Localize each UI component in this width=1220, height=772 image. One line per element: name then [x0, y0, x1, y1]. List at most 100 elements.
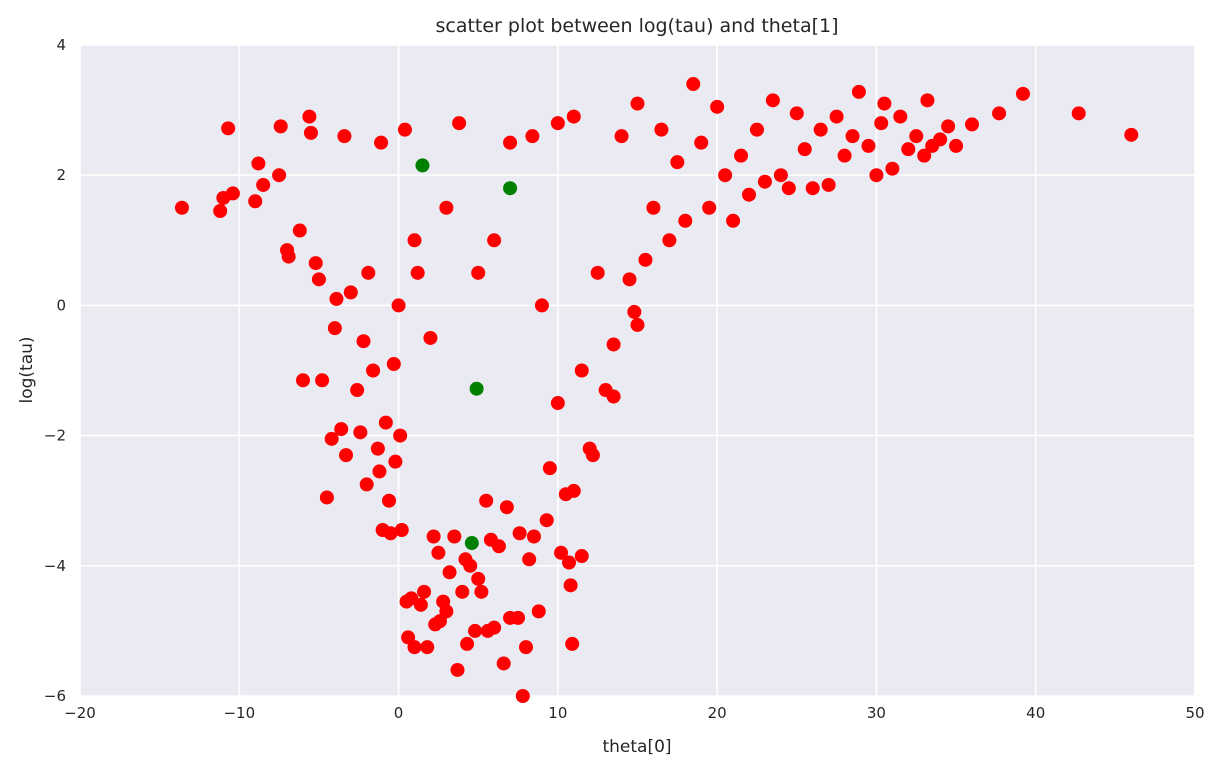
data-point — [423, 330, 438, 345]
data-point — [452, 116, 467, 131]
data-point — [726, 213, 741, 228]
data-point — [885, 161, 900, 176]
data-point — [251, 156, 266, 171]
data-point — [574, 549, 589, 564]
data-point — [499, 500, 514, 515]
data-point — [378, 415, 393, 430]
x-tick-label: 20 — [708, 704, 727, 722]
data-point — [1071, 106, 1086, 121]
data-point — [874, 116, 889, 131]
data-point — [566, 109, 581, 124]
data-point — [534, 298, 549, 313]
data-point — [526, 529, 541, 544]
data-point — [174, 200, 189, 215]
data-point — [877, 96, 892, 111]
highlight-point — [464, 536, 479, 551]
data-point — [845, 129, 860, 144]
data-point — [1124, 127, 1139, 142]
data-point — [821, 177, 836, 192]
data-point — [941, 119, 956, 134]
data-point — [627, 304, 642, 319]
data-point — [949, 138, 964, 153]
x-tick-label: 30 — [867, 704, 886, 722]
highlight-point — [469, 381, 484, 396]
data-point — [539, 513, 554, 528]
data-point — [460, 636, 475, 651]
data-point — [388, 454, 403, 469]
data-point — [327, 321, 342, 336]
data-point — [468, 623, 483, 638]
x-axis-label: theta[0] — [602, 737, 671, 757]
data-point — [563, 578, 578, 593]
data-point — [383, 526, 398, 541]
data-point — [315, 373, 330, 388]
data-point — [487, 620, 502, 635]
data-point — [654, 122, 669, 137]
data-point — [442, 565, 457, 580]
data-point — [272, 168, 287, 183]
data-point — [917, 148, 932, 163]
data-point — [893, 109, 908, 124]
y-tick-label: 0 — [56, 296, 66, 314]
data-point — [686, 77, 701, 92]
data-point — [420, 640, 435, 655]
data-point — [773, 168, 788, 183]
data-point — [678, 213, 693, 228]
data-point — [413, 597, 428, 612]
data-point — [718, 168, 733, 183]
data-point — [394, 522, 409, 537]
data-point — [303, 125, 318, 140]
x-tick-label: 50 — [1185, 704, 1204, 722]
data-point — [554, 545, 569, 560]
data-point — [471, 265, 486, 280]
data-point — [813, 122, 828, 137]
data-point — [734, 148, 749, 163]
data-point — [757, 174, 772, 189]
data-point — [248, 194, 263, 209]
data-point — [550, 396, 565, 411]
data-point — [606, 389, 621, 404]
data-point — [366, 363, 381, 378]
data-point — [694, 135, 709, 150]
data-point — [797, 142, 812, 157]
x-tick-label: 40 — [1026, 704, 1045, 722]
data-point — [781, 181, 796, 196]
data-point — [511, 610, 526, 625]
data-point — [225, 186, 240, 201]
x-tick-label: −10 — [223, 704, 255, 722]
data-point — [455, 584, 470, 599]
x-tick-labels: −20 −10 0 10 20 30 40 50 — [64, 704, 1204, 722]
data-point — [496, 656, 511, 671]
data-point — [638, 252, 653, 267]
data-point — [901, 142, 916, 157]
data-point — [646, 200, 661, 215]
x-tick-label: −20 — [64, 704, 96, 722]
data-point — [471, 571, 486, 586]
data-point — [992, 106, 1007, 121]
data-point — [334, 422, 349, 437]
data-point — [308, 256, 323, 271]
data-point — [622, 272, 637, 287]
data-point — [329, 291, 344, 306]
data-point — [324, 431, 339, 446]
data-point — [479, 493, 494, 508]
data-point — [370, 441, 385, 456]
data-point — [909, 129, 924, 144]
data-point — [503, 135, 518, 150]
data-point — [302, 109, 317, 124]
data-point — [742, 187, 756, 202]
data-point — [837, 148, 852, 163]
data-point — [450, 662, 465, 677]
x-tick-label: 0 — [394, 704, 404, 722]
data-point — [273, 119, 288, 134]
data-point — [431, 545, 446, 560]
data-points — [174, 77, 1139, 703]
y-tick-label: 4 — [56, 36, 66, 54]
y-tick-label: 2 — [56, 166, 66, 184]
data-point — [765, 93, 780, 108]
data-point — [662, 233, 677, 248]
data-point — [491, 539, 506, 554]
y-tick-label: −2 — [44, 427, 66, 445]
y-tick-labels: −6 −4 −2 0 2 4 — [44, 36, 66, 705]
data-point — [566, 483, 581, 498]
